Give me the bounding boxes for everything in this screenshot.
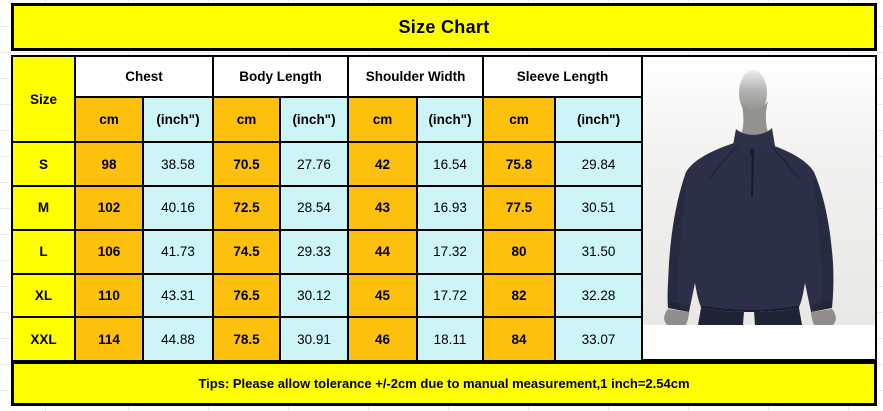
cell-chest-cm: 114 <box>74 316 144 362</box>
zipper-pull <box>750 149 754 156</box>
cell-body-length-inch: 30.12 <box>279 272 350 319</box>
unit-header-inch: (inch") <box>279 95 350 144</box>
cell-sleeve-length-inch: 30.51 <box>554 185 644 231</box>
table-row: Size Chest Body Length Shoulder Width Sl… <box>11 54 644 144</box>
cell-body-length-inch: 28.54 <box>279 185 350 231</box>
row-label-l: L <box>11 228 76 275</box>
unit-header-cm: cm <box>212 95 282 144</box>
cell-shoulder-width-inch: 16.93 <box>416 185 485 231</box>
cell-sleeve-length-inch: 29.84 <box>554 141 644 188</box>
cell-body-length-inch: 27.76 <box>279 141 350 188</box>
cell-sleeve-length-inch: 32.28 <box>554 272 644 319</box>
cell-shoulder-width-cm: 44 <box>347 228 419 275</box>
cell-body-length-cm: 78.5 <box>212 316 282 362</box>
group-header-chest: Chest <box>73 55 215 98</box>
cell-sleeve-length-cm: 84 <box>482 316 557 362</box>
left-cuff <box>668 301 689 312</box>
right-raglan-seam <box>770 145 800 180</box>
cell-body-length-inch: 30.91 <box>279 316 350 362</box>
cell-chest-inch: 43.31 <box>141 272 215 319</box>
cell-body-length-cm: 72.5 <box>212 185 282 231</box>
cell-shoulder-width-cm: 42 <box>347 141 419 188</box>
cell-chest-inch: 41.73 <box>141 228 215 275</box>
size-table: Size Chest Body Length Shoulder Width Sl… <box>11 54 644 362</box>
row-label-xl: XL <box>11 272 76 319</box>
table-row: cm (inch") cm (inch") cm (inch") cm (inc… <box>12 95 644 144</box>
cell-sleeve-length-cm: 77.5 <box>482 185 557 231</box>
cell-chest-cm: 98 <box>74 141 144 188</box>
unit-header-cm: cm <box>347 95 419 144</box>
cell-sleeve-length-cm: 75.8 <box>482 141 557 188</box>
unit-header-inch: (inch") <box>554 95 644 144</box>
cell-shoulder-width-inch: 17.72 <box>416 272 485 319</box>
right-cuff <box>811 301 832 312</box>
unit-header-cm: cm <box>74 95 144 144</box>
left-raglan-seam <box>708 145 738 180</box>
cell-shoulder-width-inch: 18.11 <box>416 316 485 362</box>
cell-shoulder-width-cm: 46 <box>347 316 419 362</box>
left-sleeve-shading <box>667 172 686 310</box>
cell-shoulder-width-cm: 45 <box>347 272 419 319</box>
right-hand <box>811 309 836 325</box>
unit-header-cm: cm <box>482 95 557 144</box>
cell-body-length-inch: 29.33 <box>279 228 350 275</box>
page-title: Size Chart <box>398 16 490 37</box>
table-row: M 102 40.16 72.5 28.54 43 16.93 77.5 30.… <box>11 185 644 231</box>
cell-body-length-cm: 76.5 <box>212 272 282 319</box>
mannequin-head <box>739 70 767 116</box>
size-column-header: Size <box>11 54 76 144</box>
row-label-m: M <box>11 185 76 231</box>
cell-sleeve-length-inch: 31.50 <box>554 228 644 275</box>
cell-chest-cm: 106 <box>74 228 144 275</box>
product-photo <box>643 57 875 325</box>
group-header-shoulder-width: Shoulder Width <box>347 55 485 98</box>
cell-chest-cm: 110 <box>74 272 144 319</box>
product-photo-panel <box>641 55 877 361</box>
shirt-body <box>667 143 834 312</box>
table-row: S 98 38.58 70.5 27.76 42 16.54 75.8 29.8… <box>11 141 644 188</box>
cell-shoulder-width-inch: 16.54 <box>416 141 485 188</box>
cell-body-length-cm: 74.5 <box>212 228 282 275</box>
unit-header-inch: (inch") <box>141 95 215 144</box>
mannequin-neck <box>741 101 769 135</box>
left-hand <box>664 309 689 325</box>
shorts <box>698 308 802 325</box>
cell-chest-inch: 44.88 <box>141 316 215 362</box>
cell-shoulder-width-cm: 43 <box>347 185 419 231</box>
unit-header-inch: (inch") <box>416 95 485 144</box>
cell-sleeve-length-inch: 33.07 <box>554 316 644 362</box>
cell-sleeve-length-cm: 82 <box>482 272 557 319</box>
cell-body-length-cm: 70.5 <box>212 141 282 188</box>
group-header-body-length: Body Length <box>212 55 350 98</box>
table-row: XL 110 43.31 76.5 30.12 45 17.72 82 32.2… <box>11 272 644 319</box>
tips-bar: Tips: Please allow tolerance +/-2cm due … <box>11 361 877 406</box>
table-row: L 106 41.73 74.5 29.33 44 17.32 80 31.50 <box>11 228 644 275</box>
tips-text: Tips: Please allow tolerance +/-2cm due … <box>198 376 690 391</box>
cell-chest-inch: 40.16 <box>141 185 215 231</box>
right-sleeve-shading <box>814 172 834 310</box>
cell-sleeve-length-cm: 80 <box>482 228 557 275</box>
size-chart-title: Size Chart <box>11 3 877 51</box>
cell-shoulder-width-inch: 17.32 <box>416 228 485 275</box>
row-label-xxl: XXL <box>11 316 76 362</box>
group-header-sleeve-length: Sleeve Length <box>482 55 644 98</box>
cell-chest-inch: 38.58 <box>141 141 215 188</box>
cell-chest-cm: 102 <box>74 185 144 231</box>
table-row: XXL 114 44.88 78.5 30.91 46 18.11 84 33.… <box>11 316 644 362</box>
quarter-zip-line <box>751 148 754 198</box>
row-label-s: S <box>11 141 76 188</box>
